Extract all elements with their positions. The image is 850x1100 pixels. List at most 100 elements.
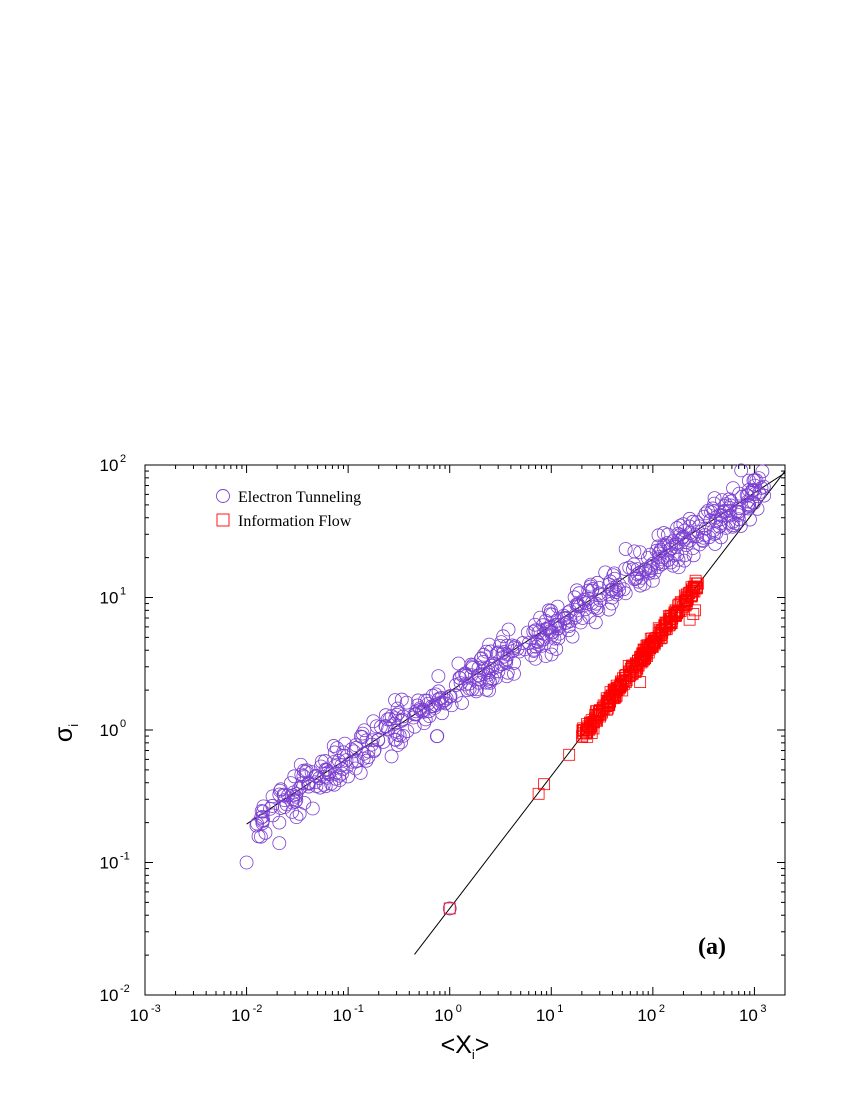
data-point-circle bbox=[256, 799, 271, 814]
data-point-circle bbox=[479, 682, 494, 697]
data-point-circle bbox=[341, 769, 355, 784]
data-point-circle bbox=[714, 530, 728, 545]
data-point-circle bbox=[384, 709, 399, 723]
data-point-square bbox=[618, 677, 631, 690]
data-point-circle bbox=[499, 655, 514, 670]
data-point-circle bbox=[348, 754, 363, 769]
data-point-circle bbox=[671, 526, 686, 541]
data-point-circle bbox=[647, 565, 662, 580]
data-point-circle bbox=[384, 749, 399, 764]
data-point-circle bbox=[583, 579, 598, 594]
data-point-circle bbox=[606, 568, 621, 583]
data-point-circle bbox=[459, 669, 474, 683]
data-point-circle bbox=[273, 783, 287, 798]
x-tick-exponent: -3 bbox=[151, 1003, 161, 1015]
panel-label: (a) bbox=[698, 934, 726, 960]
data-point-circle bbox=[460, 683, 475, 698]
data-point-circle bbox=[485, 671, 500, 686]
data-point-circle bbox=[497, 644, 512, 659]
x-tick-label: 10 bbox=[130, 1006, 149, 1025]
data-point-square bbox=[603, 693, 616, 705]
data-point-square bbox=[628, 662, 641, 675]
data-point-circle bbox=[442, 901, 457, 916]
data-point-circle bbox=[686, 548, 701, 563]
data-point-circle bbox=[411, 693, 426, 708]
legend-square-marker bbox=[216, 513, 230, 527]
data-point-circle bbox=[482, 637, 497, 652]
data-point-circle bbox=[357, 723, 372, 738]
data-point-circle bbox=[407, 719, 422, 734]
data-point-circle bbox=[495, 646, 510, 661]
data-point-circle bbox=[348, 761, 363, 776]
data-point-circle bbox=[458, 667, 473, 682]
data-point-circle bbox=[430, 729, 445, 744]
data-point-circle bbox=[683, 526, 698, 540]
legend-label-electron-tunneling: Electron Tunneling bbox=[238, 489, 361, 506]
y-tick-label: 10 bbox=[100, 986, 119, 1005]
data-point-circle bbox=[305, 801, 320, 816]
axis-ticks: 10 -3 10 -2 10 -1 10 0 10 1 10 2 10 310 -210 -110 010 110… bbox=[100, 453, 786, 1025]
data-point-circle bbox=[507, 656, 521, 670]
data-point-circle bbox=[285, 795, 300, 810]
data-point-circle bbox=[490, 646, 504, 661]
data-point-circle bbox=[258, 825, 273, 840]
data-point-circle bbox=[295, 776, 310, 791]
data-point-square bbox=[443, 902, 456, 915]
data-point-circle bbox=[745, 495, 759, 510]
data-point-circle bbox=[655, 552, 670, 567]
data-point-circle bbox=[754, 481, 769, 495]
data-point-circle bbox=[277, 793, 292, 808]
data-point-circle bbox=[276, 787, 291, 802]
data-point-square bbox=[584, 716, 596, 729]
data-point-circle bbox=[575, 611, 590, 625]
data-point-circle bbox=[731, 512, 746, 527]
data-point-circle bbox=[301, 779, 316, 794]
data-point-circle bbox=[356, 751, 371, 766]
x-tick-label: 10 bbox=[231, 1006, 250, 1025]
data-point-square bbox=[617, 675, 630, 688]
x-tick-label: 10 bbox=[333, 1006, 352, 1025]
data-point-square bbox=[642, 646, 655, 659]
data-point-circle bbox=[716, 505, 731, 519]
data-point-circle bbox=[743, 512, 757, 527]
data-point-circle bbox=[669, 536, 683, 551]
y-tick-label: 10 bbox=[100, 854, 119, 873]
data-point-square bbox=[585, 727, 598, 739]
x-tick-exponent: -1 bbox=[354, 1003, 364, 1015]
data-point-circle bbox=[476, 647, 491, 662]
data-point-circle bbox=[479, 644, 494, 659]
data-point-circle bbox=[682, 511, 697, 526]
data-point-circle bbox=[653, 544, 668, 559]
data-point-square bbox=[669, 604, 682, 617]
data-point-circle bbox=[664, 555, 678, 570]
data-point-circle bbox=[379, 719, 393, 734]
data-point-circle bbox=[732, 501, 747, 516]
legend: Electron Tunneling Information Flow bbox=[216, 489, 361, 530]
data-point-circle bbox=[272, 815, 287, 830]
data-point-circle bbox=[314, 759, 328, 774]
data-point-circle bbox=[641, 564, 656, 579]
data-point-circle bbox=[544, 625, 559, 640]
data-point-square bbox=[690, 581, 703, 593]
x-tick-exponent: 3 bbox=[760, 1003, 766, 1015]
data-point-square bbox=[538, 778, 551, 791]
data-point-circle bbox=[371, 732, 385, 747]
data-point-circle bbox=[528, 623, 543, 638]
data-point-square bbox=[563, 748, 576, 761]
data-point-square bbox=[593, 704, 606, 717]
data-point-circle bbox=[550, 599, 565, 614]
data-point-circle bbox=[500, 638, 514, 653]
data-point-square bbox=[659, 616, 672, 629]
data-point-square bbox=[627, 660, 640, 673]
data-point-circle bbox=[572, 586, 586, 601]
legend-circle-marker bbox=[216, 489, 230, 503]
data-point-circle bbox=[569, 583, 584, 598]
data-point-circle bbox=[289, 810, 304, 825]
y-tick-exponent: 2 bbox=[120, 453, 126, 465]
data-point-circle bbox=[612, 577, 627, 592]
x-axis-label: <Xi> bbox=[441, 1031, 490, 1062]
data-point-circle bbox=[287, 769, 302, 784]
data-point-circle bbox=[485, 662, 500, 676]
data-point-circle bbox=[472, 672, 486, 687]
data-point-circle bbox=[348, 738, 363, 753]
